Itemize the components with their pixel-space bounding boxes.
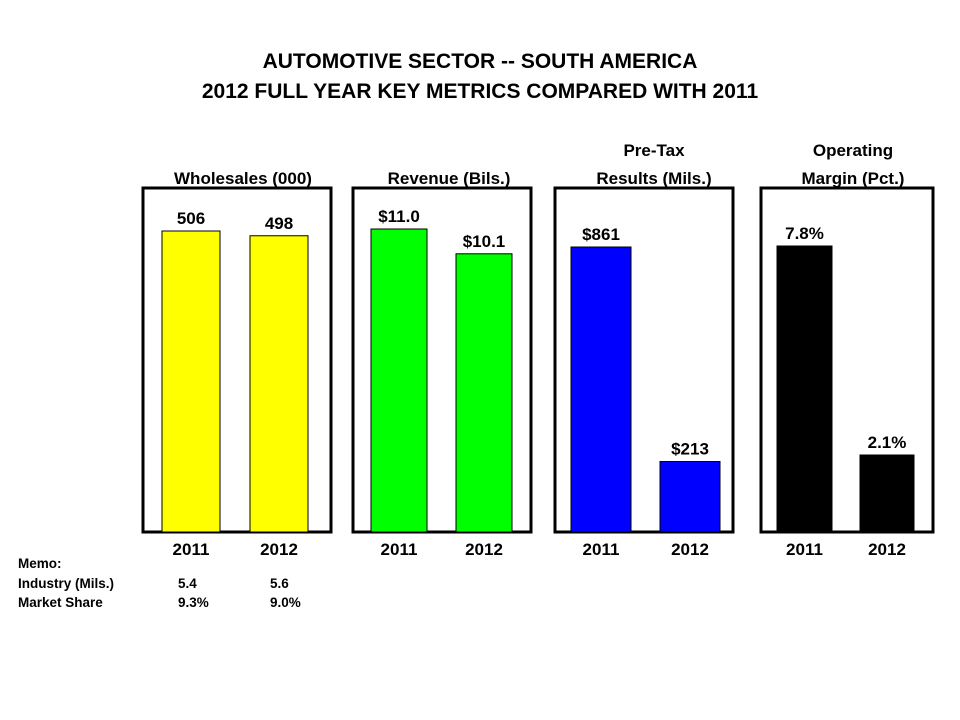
chart-panel-title: Pre-Tax [623, 141, 685, 160]
chart-title: AUTOMOTIVE SECTOR -- SOUTH AMERICA [262, 50, 698, 73]
x-tick-label: 2012 [868, 540, 906, 559]
chart-panel-title: Operating [813, 141, 893, 160]
x-tick-label: 2011 [173, 540, 210, 559]
x-tick-label: 2011 [583, 540, 620, 559]
chart-panel-title: Results (Mils.) [596, 169, 711, 188]
chart-panel-frame [553, 186, 735, 534]
bar-2011 [776, 245, 833, 533]
memo-industry-2011: 5.4 [178, 576, 197, 591]
data-label: $10.1 [463, 232, 506, 251]
x-tick-label: 2012 [671, 540, 709, 559]
chart-panel-title: Margin (Pct.) [802, 169, 905, 188]
bar-2011 [161, 230, 221, 533]
data-label: $11.0 [378, 207, 420, 226]
bar-2011 [570, 246, 632, 533]
memo-heading: Memo: [18, 556, 62, 571]
data-label: 7.8% [785, 224, 824, 243]
chart-subtitle: 2012 FULL YEAR KEY METRICS COMPARED WITH… [201, 80, 759, 103]
memo-label-market-share: Market Share [18, 595, 103, 610]
bar-2012 [659, 460, 721, 533]
memo-share-2012: 9.0% [270, 595, 301, 610]
memo-share-2011: 9.3% [178, 595, 209, 610]
data-label: 498 [265, 214, 293, 233]
chart-panel-frame [351, 186, 533, 534]
bar-2012 [455, 253, 513, 533]
chart-panel-frame [141, 186, 333, 534]
chart-panel-title: Revenue (Bils.) [388, 169, 511, 188]
x-tick-label: 2011 [381, 540, 418, 559]
bar-2012 [859, 454, 915, 533]
bar-2012 [249, 235, 309, 533]
data-label: $861 [582, 225, 620, 244]
x-tick-label: 2011 [786, 540, 823, 559]
memo-industry-2012: 5.6 [270, 576, 289, 591]
bar-2011 [370, 228, 428, 533]
chart-panel-title: Wholesales (000) [174, 169, 312, 188]
data-label: 506 [177, 209, 205, 228]
data-label: $213 [671, 439, 709, 458]
memo-label-industry: Industry (Mils.) [18, 576, 115, 591]
chart-panel-frame [759, 186, 935, 534]
x-tick-label: 2012 [260, 540, 298, 559]
data-label: 2.1% [868, 433, 907, 452]
x-tick-label: 2012 [465, 540, 503, 559]
